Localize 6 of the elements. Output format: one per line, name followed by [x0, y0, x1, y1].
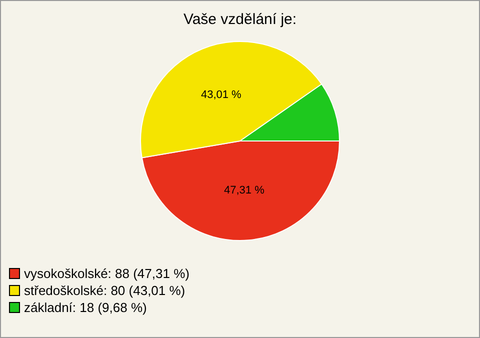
- data-label: 47,31 %: [224, 184, 265, 197]
- legend-label: základní: 18 (9,68 %): [24, 300, 147, 315]
- legend-label: středoškolské: 80 (43,01 %): [24, 283, 186, 298]
- legend-label: vysokoškolské: 88 (47,31 %): [24, 266, 190, 281]
- data-label: 43,01 %: [200, 88, 242, 101]
- chart-title: Vaše vzdělání je:: [183, 11, 297, 28]
